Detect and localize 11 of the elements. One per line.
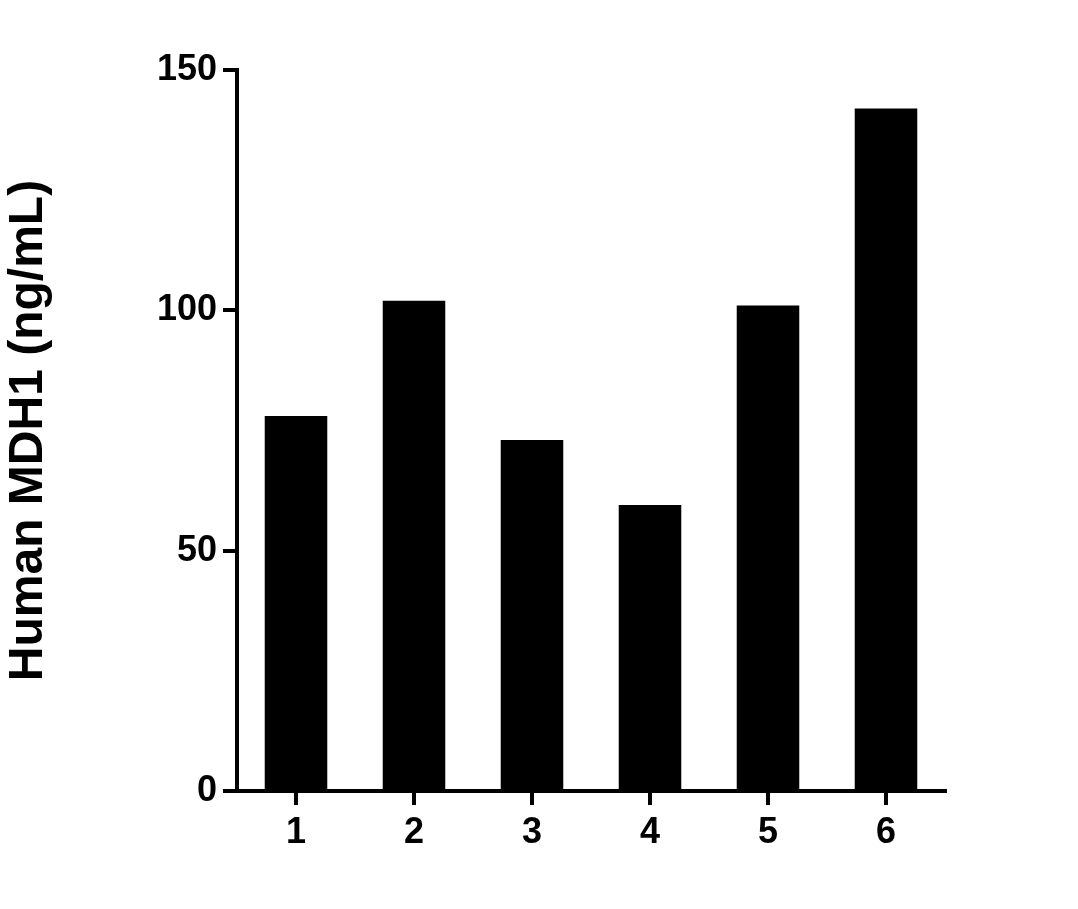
- y-tick-label: 150: [156, 46, 217, 88]
- y-tick-label: 50: [176, 527, 217, 569]
- x-tick-label: 6: [875, 809, 897, 851]
- y-tick-label: 100: [156, 287, 217, 329]
- x-tick-label: 3: [521, 809, 543, 851]
- y-axis-title: Human MDH1 (ng/mL): [0, 179, 53, 682]
- y-tick-label: 0: [196, 767, 217, 809]
- x-tick-label: 1: [285, 809, 307, 851]
- x-tick-label: 4: [639, 809, 661, 851]
- x-tick-label: 2: [403, 809, 425, 851]
- x-tick-label: 5: [757, 809, 779, 851]
